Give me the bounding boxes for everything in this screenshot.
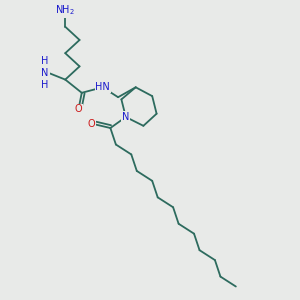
Text: O: O bbox=[75, 104, 82, 114]
Text: H
N
H: H N H bbox=[41, 56, 49, 90]
Text: NH$_2$: NH$_2$ bbox=[55, 3, 75, 17]
Text: N: N bbox=[122, 112, 130, 122]
Text: HN: HN bbox=[95, 82, 110, 92]
Text: O: O bbox=[88, 118, 95, 129]
